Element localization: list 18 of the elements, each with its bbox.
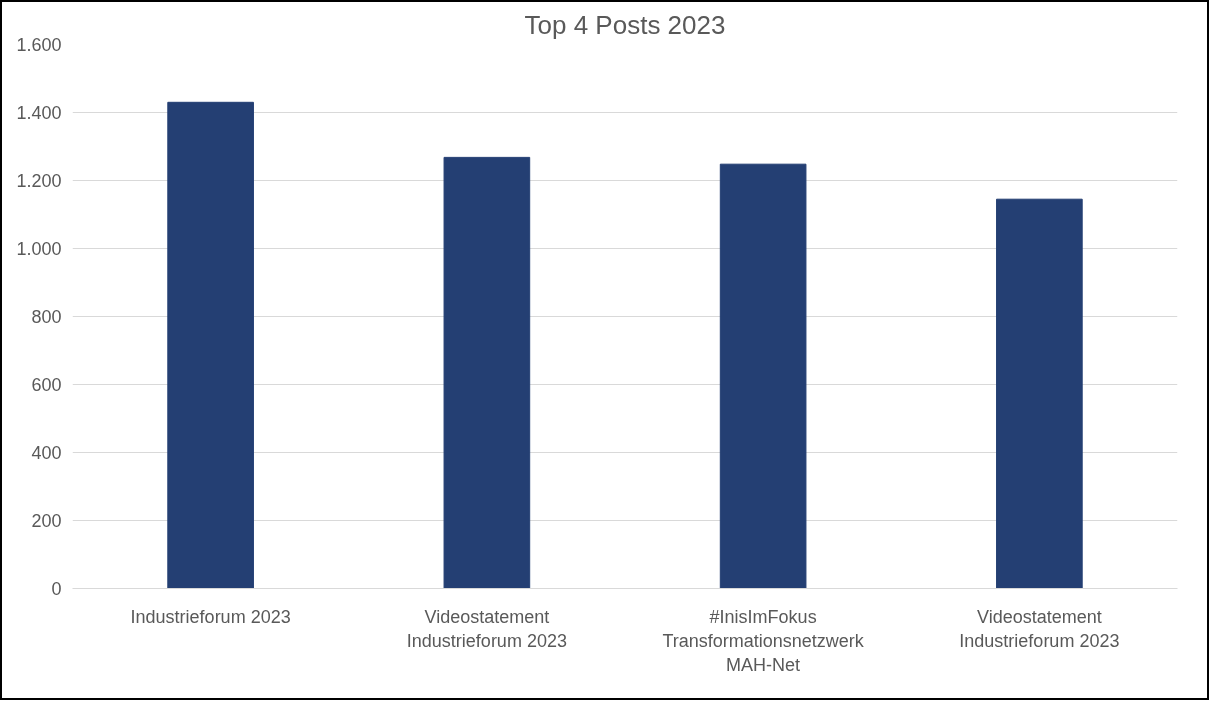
chart-title: Top 4 Posts 2023 (524, 9, 726, 40)
y-tick-label: 800 (31, 307, 62, 327)
x-tick-label: Videostatement Industrieforum 2023 (406, 606, 567, 651)
bar (167, 101, 254, 589)
y-tick-label: 400 (31, 443, 62, 463)
y-tick-label: 600 (31, 375, 62, 395)
x-tick-label: Videostatement Industrieforum 2023 (959, 606, 1120, 651)
x-tick-label: Industrieforum 2023 (130, 606, 291, 627)
y-tick-label: 1.600 (16, 35, 62, 55)
y-tick-label: 0 (51, 579, 62, 599)
bar (996, 198, 1083, 589)
x-tick-label: #InisImFokus Transformationsnetzwerk MAH-Net (662, 606, 865, 675)
y-tick-label: 200 (31, 511, 62, 531)
bar (719, 163, 807, 589)
y-tick-label: 1.400 (16, 103, 62, 123)
bar (443, 156, 531, 589)
y-tick-label: 1.200 (16, 171, 62, 191)
y-tick-label: 1.000 (16, 239, 62, 259)
